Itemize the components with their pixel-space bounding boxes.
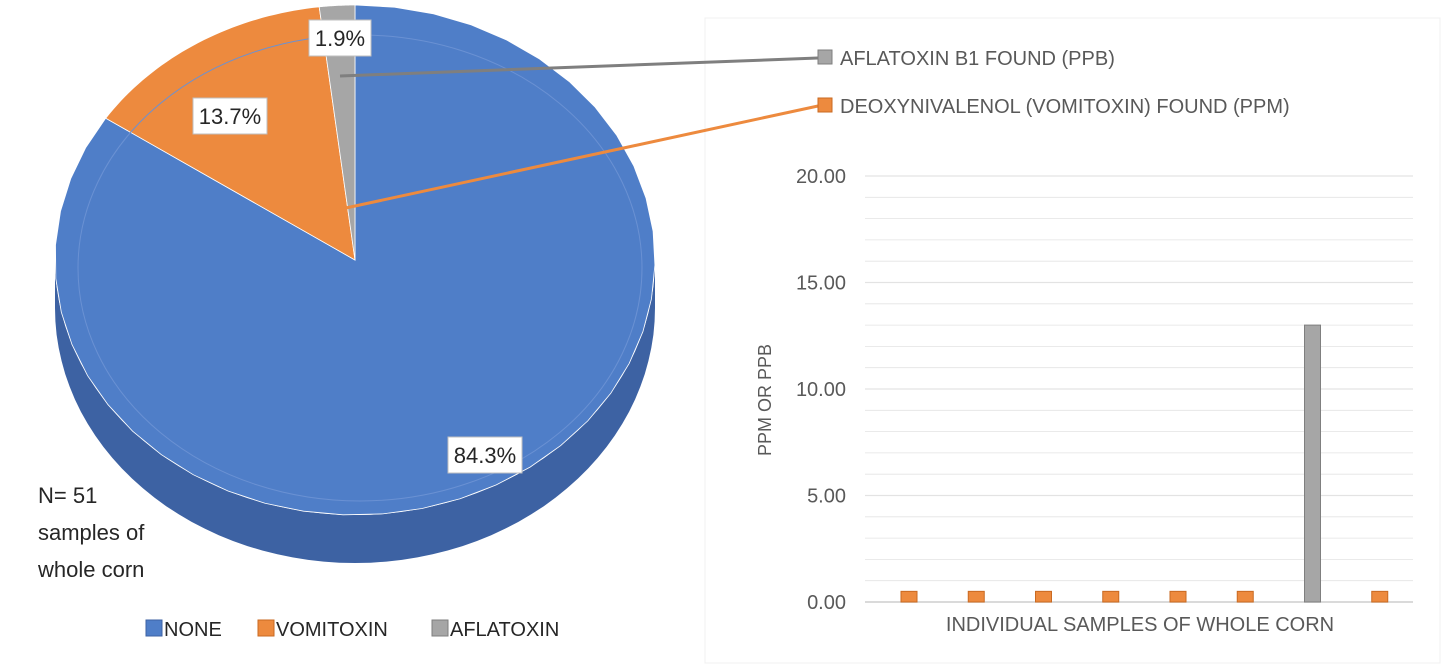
vomitoxin-bar [1371, 590, 1389, 603]
connector-vomitoxin [317, 104, 819, 216]
bar-legend-aflatoxin-label: AFLATOXIN B1 FOUND (PPB) [840, 48, 1115, 70]
bar-chart: 0.00 5.00 10.00 15.00 20.00 AFLATOXIN B1 FOUN… [796, 48, 1413, 614]
pie-label-aflatoxin-box [308, 19, 372, 57]
vomitoxin-bar [1169, 590, 1187, 603]
y-tick-label: 5.00 [807, 486, 846, 508]
pie-legend-aflatoxin-label: AFLATOXIN [450, 619, 559, 641]
pie-legend-none-swatch [145, 619, 163, 637]
vomitoxin-bar [1102, 590, 1120, 603]
x-axis-title: INDIVIDUAL SAMPLES OF WHOLE CORN [946, 614, 1334, 636]
y-tick-label: 15.00 [796, 273, 846, 295]
sample-size-line-3: whole corn [37, 557, 144, 582]
vomitoxin-bar [900, 590, 918, 603]
pie-legend-vomitoxin-swatch [257, 619, 275, 637]
bar-legend-aflatoxin-swatch [817, 49, 833, 65]
pie-legend-aflatoxin-swatch [431, 619, 449, 637]
sample-size-line-2: samples of [38, 520, 145, 545]
pie-label-none: 84.3% [454, 443, 516, 468]
pie-to-legend-connectors [317, 56, 819, 216]
aflatoxin-bar [1304, 324, 1321, 603]
vomitoxin-bar [1035, 590, 1052, 603]
y-tick-label: 0.00 [807, 592, 846, 614]
pie-label-none-box [447, 436, 523, 474]
pie-legend-vomitoxin-label: VOMITOXIN [276, 619, 388, 641]
vomitoxin-bar [1236, 590, 1254, 603]
pie-chart: 84.3% 13.7% 1.9% NONE VOMITOXIN AFLATOXIN [55, 4, 656, 641]
y-axis-title: PPM OR PPB [755, 344, 775, 456]
pie-label-aflatoxin: 1.9% [315, 26, 365, 51]
sample-size-line-1: N= 51 [38, 483, 97, 508]
pie-label-vomitoxin-box [192, 97, 268, 135]
pie-legend-none-label: NONE [164, 619, 222, 641]
bar-legend-vomitoxin-swatch [817, 97, 833, 113]
pie-slice-aflatoxin [318, 4, 356, 261]
pie-slice-side-none [55, 260, 655, 563]
y-tick-label: 10.00 [796, 379, 846, 401]
vomitoxin-bar [967, 590, 985, 603]
bar-legend-vomitoxin-label: DEOXYNIVALENOL (VOMITOXIN) FOUND (PPM) [840, 96, 1290, 118]
pie-label-vomitoxin: 13.7% [199, 104, 261, 129]
connector-aflatoxin [339, 56, 819, 78]
y-tick-label: 20.00 [796, 166, 846, 188]
